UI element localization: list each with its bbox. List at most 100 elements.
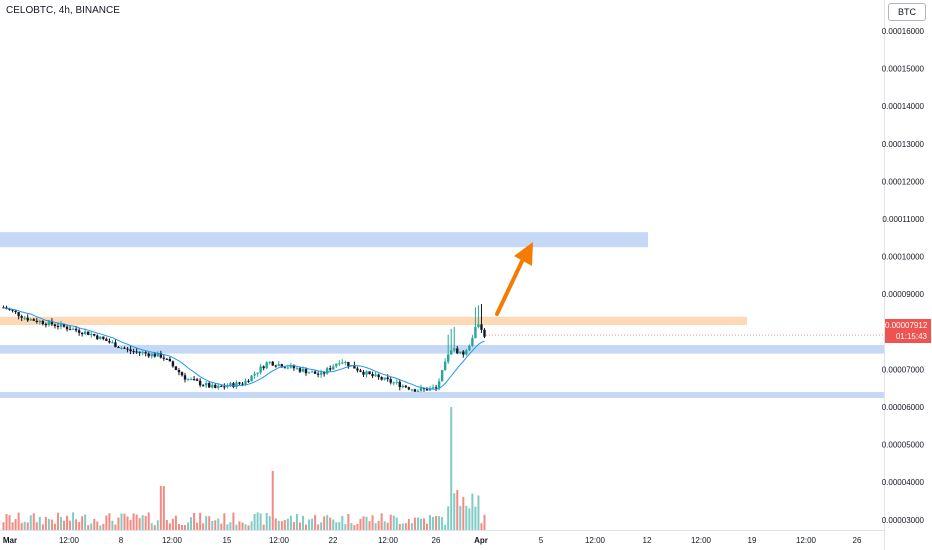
candle-body	[383, 377, 386, 380]
candle-body	[29, 319, 32, 321]
candle-body	[83, 331, 87, 335]
candle-body	[126, 348, 129, 350]
volume-bar	[268, 516, 271, 530]
volume-bar	[241, 522, 244, 530]
symbol-title[interactable]: CELOBTC, 4h, BINANCE	[6, 5, 120, 16]
time-tick-label: 12:00	[691, 536, 712, 545]
price-tick-label: 0.00004000	[882, 478, 925, 487]
volume-bar	[53, 523, 56, 530]
candle-body	[377, 374, 380, 378]
candle-body	[189, 379, 193, 381]
volume-bar	[177, 524, 180, 530]
volume-bar	[426, 523, 429, 530]
last-price-value: 0.00007912	[885, 321, 928, 330]
volume-bar	[114, 524, 117, 530]
volume-bar	[374, 523, 377, 530]
volume-bar	[341, 515, 344, 530]
price-tick-label: 0.00014000	[882, 102, 925, 111]
price-tick-label: 0.00005000	[882, 441, 925, 450]
volume-bar	[180, 525, 183, 530]
volume-bar	[84, 514, 87, 530]
price-tick-label: 0.00006000	[882, 403, 925, 412]
candle-body	[365, 371, 368, 375]
volume-bar	[72, 512, 75, 530]
candle-body	[247, 380, 250, 382]
volume-bar	[129, 519, 132, 530]
price-tick-label: 0.00016000	[882, 27, 925, 36]
candle-body	[38, 320, 42, 323]
volume-bar	[317, 524, 320, 530]
resistance-zone[interactable]	[0, 316, 747, 326]
volume-bar	[450, 407, 453, 530]
volume-bar	[350, 523, 353, 530]
candle-body	[462, 351, 465, 355]
volume-bar	[468, 508, 471, 530]
time-tick-label: Mar	[3, 536, 17, 545]
candle-body	[105, 338, 108, 341]
time-tick-label: 12:00	[162, 536, 183, 545]
volume-bar	[483, 514, 486, 530]
candle-body	[111, 342, 114, 344]
candle-body	[389, 379, 392, 383]
candle-body	[413, 389, 417, 392]
price-axis: 0.00016000 0.00015000 0.00014000 0.00013000…	[882, 27, 925, 525]
volume-bar	[344, 524, 347, 530]
volume-bar	[2, 522, 5, 530]
volume-bar	[465, 505, 468, 530]
candle-body	[271, 361, 274, 366]
candle-body	[386, 377, 389, 380]
volume-bar	[202, 523, 205, 530]
volume-bar	[335, 522, 338, 530]
moving-average-line	[3, 306, 485, 390]
candle-body	[335, 363, 338, 367]
volume-bar	[141, 515, 144, 530]
candle-body	[208, 383, 211, 388]
candle-body	[50, 321, 54, 325]
volume-bar	[401, 523, 404, 530]
volume-bar	[26, 522, 29, 530]
candle-body	[483, 329, 486, 337]
candle-body	[304, 368, 308, 374]
candle-body	[450, 350, 453, 355]
candle-body	[256, 372, 259, 374]
candle-body	[41, 320, 45, 324]
volume-bar	[447, 506, 450, 530]
candle-body	[62, 323, 66, 327]
volume-bar	[162, 485, 165, 530]
candle-body	[416, 390, 420, 392]
time-tick-label: 12:00	[378, 536, 399, 545]
volume-bar	[395, 517, 398, 530]
candle-body	[316, 373, 320, 375]
candle-body	[392, 382, 395, 384]
candle-body	[53, 324, 57, 326]
currency-badge[interactable]: BTC	[888, 3, 926, 21]
resistance_target-zone[interactable]	[0, 232, 648, 248]
volume-bar	[78, 521, 81, 530]
volume-bar	[199, 512, 202, 530]
volume-bar	[217, 518, 220, 530]
support-zone[interactable]	[0, 391, 884, 398]
candle-body	[71, 328, 75, 330]
volume-bar	[389, 514, 392, 530]
candle-body	[129, 349, 132, 352]
candle-body	[338, 363, 341, 365]
volume-bar	[66, 515, 69, 530]
volume-bar	[123, 513, 126, 530]
support-zone[interactable]	[0, 344, 884, 354]
volume-bar	[135, 514, 138, 530]
candle-body	[371, 374, 374, 377]
volume-bar	[81, 516, 84, 530]
volume-bar	[247, 525, 250, 530]
candle-body	[96, 335, 99, 340]
volume-bar	[126, 516, 129, 530]
volume-bar	[332, 519, 335, 530]
candle-body	[177, 369, 181, 373]
time-tick-label: 12	[643, 536, 652, 545]
candle-body	[14, 310, 17, 313]
volume-bar	[253, 513, 256, 530]
candle-body	[198, 380, 202, 386]
volume-bar	[223, 513, 226, 530]
volume-bar	[477, 495, 480, 530]
time-tick-label: 12:00	[59, 536, 80, 545]
